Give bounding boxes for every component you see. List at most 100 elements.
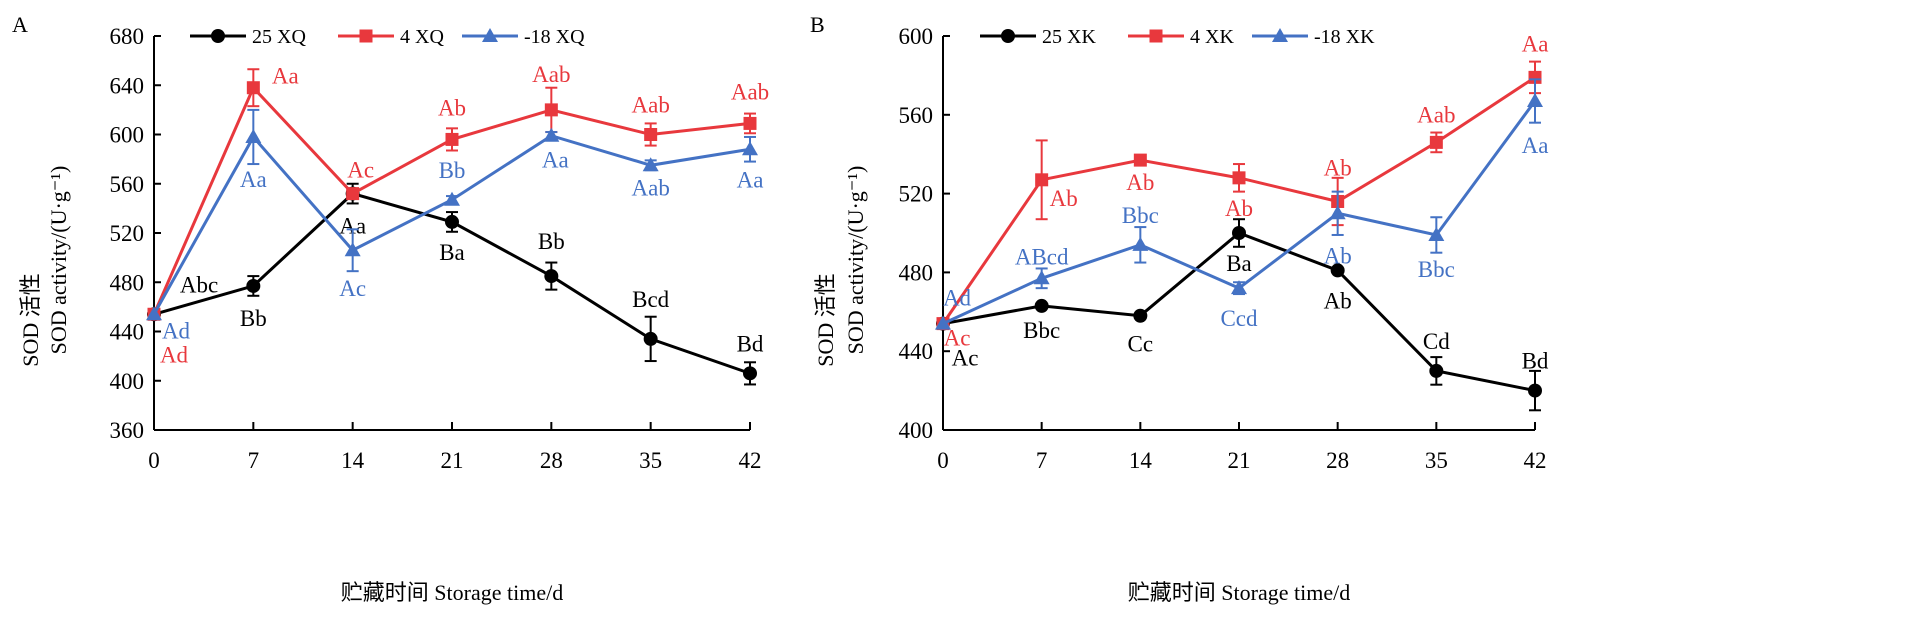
- significance-label: Bd: [737, 331, 764, 356]
- data-point: [445, 214, 459, 229]
- y-axis-title-cn: SOD 活性: [18, 273, 43, 367]
- significance-label: Cc: [1128, 332, 1154, 357]
- data-point: [245, 128, 262, 143]
- x-tick-label: 0: [148, 448, 160, 473]
- x-tick-label: 7: [1036, 448, 1048, 473]
- significance-label: Ac: [347, 158, 374, 183]
- significance-label: Ba: [439, 240, 465, 265]
- series--18xq: Ad Aa Ac Bb Aa Aab Aa: [146, 108, 763, 343]
- significance-label: Abc: [180, 272, 218, 297]
- data-point: [1428, 226, 1445, 241]
- x-tick-label: 35: [1425, 448, 1448, 473]
- significance-label: Bcd: [632, 287, 670, 312]
- legend-label: 4 XK: [1190, 26, 1234, 48]
- data-point: [935, 315, 951, 330]
- legend-marker: [1149, 29, 1163, 43]
- legend-marker: [482, 28, 498, 42]
- significance-label: Ccd: [1220, 306, 1258, 331]
- data-point: [543, 127, 560, 142]
- significance-label: Ac: [952, 346, 979, 371]
- y-tick-label: 680: [110, 24, 145, 49]
- y-tick-label: 440: [110, 320, 145, 345]
- significance-label: Aa: [542, 148, 569, 173]
- significance-label: Bbc: [1122, 203, 1159, 228]
- significance-label: Aab: [731, 79, 769, 104]
- significance-label: Aab: [532, 62, 570, 87]
- data-point: [1035, 173, 1049, 187]
- y-tick-label: 600: [899, 24, 934, 49]
- legend-item: 25 XK: [980, 26, 1096, 48]
- data-point: [743, 116, 757, 130]
- significance-label: Ac: [339, 276, 366, 301]
- significance-label: Aa: [272, 64, 299, 89]
- significance-label: Ac: [944, 326, 971, 351]
- y-tick-label: 520: [899, 182, 934, 207]
- panel-b: B 400 440 480 520 560 600 0 7 14 21 28 35 42 贮藏时间 Stor…: [810, 12, 1549, 605]
- significance-label: Ab: [438, 95, 466, 120]
- significance-label: Bb: [240, 306, 267, 331]
- legend-item: 4 XQ: [338, 26, 444, 48]
- legend-label: 4 XQ: [400, 26, 444, 48]
- series--18xk: Ad ABcd Bbc Ccd Ab Bbc Aa: [935, 78, 1548, 331]
- data-point: [1528, 70, 1542, 84]
- data-point: [346, 187, 360, 201]
- data-point: [643, 331, 658, 346]
- y-tick-label: 560: [110, 172, 145, 197]
- legend-label: 25 XK: [1042, 26, 1096, 48]
- data-point: [1232, 226, 1246, 240]
- data-point: [246, 81, 260, 95]
- panel-a: A 360 400 440 480 520 560 600 640 680 0 7 14 21 28 35 42…: [12, 12, 769, 605]
- data-point: [544, 269, 559, 284]
- panel-label: B: [810, 12, 825, 37]
- data-point: [1034, 298, 1049, 313]
- y-tick-label: 360: [110, 418, 145, 443]
- significance-label: Ba: [1226, 251, 1252, 276]
- significance-label: Ad: [943, 286, 972, 311]
- significance-label: Aab: [632, 175, 670, 200]
- significance-label: Ab: [1324, 288, 1352, 313]
- x-tick-label: 21: [441, 448, 464, 473]
- y-tick-label: 640: [110, 73, 145, 98]
- y-tick-label: 600: [110, 123, 145, 148]
- data-point: [1429, 135, 1443, 149]
- x-axis-title: 贮藏时间 Storage time/d: [341, 580, 563, 605]
- significance-label: Bbc: [1418, 257, 1455, 282]
- x-tick-label: 14: [341, 448, 365, 473]
- significance-label: ABcd: [1015, 244, 1069, 269]
- x-tick-label: 7: [248, 448, 260, 473]
- y-tick-label: 520: [110, 221, 145, 246]
- x-tick-label: 42: [739, 448, 762, 473]
- significance-label: Ab: [1324, 243, 1352, 268]
- x-tick-label: 21: [1228, 448, 1251, 473]
- data-point: [1231, 280, 1247, 295]
- series-4xq: Ad Aa Ac Ab Aab Aab Aab: [147, 62, 769, 367]
- y-tick-label: 440: [899, 339, 934, 364]
- significance-label: Ab: [1050, 186, 1078, 211]
- panel-label: A: [12, 12, 28, 37]
- significance-label: Ad: [162, 318, 191, 343]
- data-point: [1528, 383, 1542, 398]
- y-tick-label: 480: [110, 270, 145, 295]
- data-point: [344, 242, 361, 257]
- significance-label: Ab: [1324, 155, 1352, 180]
- legend-label: -18 XK: [1314, 26, 1375, 48]
- data-point: [1133, 153, 1147, 167]
- legend-item: 4 XK: [1128, 26, 1234, 48]
- significance-label: Bb: [439, 158, 466, 183]
- data-point: [1429, 363, 1444, 378]
- significance-label: Bd: [1522, 349, 1549, 374]
- data-point: [1330, 263, 1345, 278]
- data-point: [544, 103, 558, 117]
- significance-label: Ab: [1225, 196, 1253, 221]
- data-point: [444, 191, 460, 206]
- y-tick-label: 400: [110, 369, 145, 394]
- data-point: [1329, 205, 1346, 220]
- x-tick-label: 28: [540, 448, 563, 473]
- significance-label: Aab: [1417, 102, 1455, 127]
- y-tick-label: 480: [899, 260, 934, 285]
- series-4xk: Ac Ab Ab Ab Ab Aab Aa: [936, 31, 1548, 351]
- y-tick-label: 560: [899, 103, 934, 128]
- significance-label: Bb: [538, 229, 565, 254]
- data-point: [742, 141, 758, 156]
